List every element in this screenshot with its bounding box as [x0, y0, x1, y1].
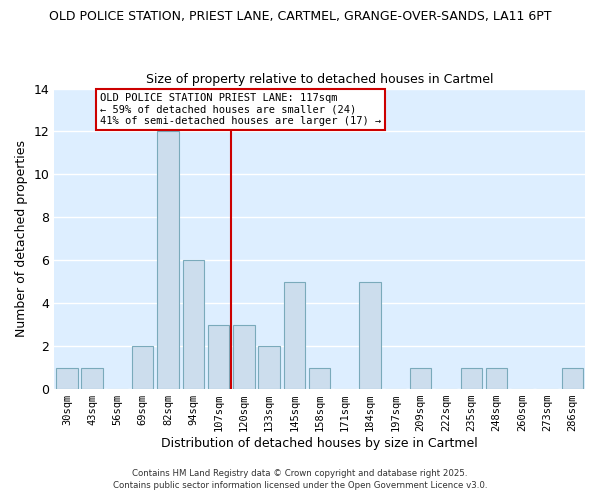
Bar	[132, 346, 154, 389]
Bar	[410, 368, 431, 389]
Y-axis label: Number of detached properties: Number of detached properties	[15, 140, 28, 338]
Text: Contains HM Land Registry data © Crown copyright and database right 2025.
Contai: Contains HM Land Registry data © Crown c…	[113, 468, 487, 490]
Bar	[486, 368, 507, 389]
Bar	[259, 346, 280, 389]
Bar	[208, 324, 229, 389]
Title: Size of property relative to detached houses in Cartmel: Size of property relative to detached ho…	[146, 73, 493, 86]
Bar	[284, 282, 305, 389]
Text: OLD POLICE STATION, PRIEST LANE, CARTMEL, GRANGE-OVER-SANDS, LA11 6PT: OLD POLICE STATION, PRIEST LANE, CARTMEL…	[49, 10, 551, 23]
Bar	[182, 260, 204, 389]
Bar	[82, 368, 103, 389]
Bar	[359, 282, 381, 389]
Bar	[56, 368, 77, 389]
X-axis label: Distribution of detached houses by size in Cartmel: Distribution of detached houses by size …	[161, 437, 478, 450]
Text: OLD POLICE STATION PRIEST LANE: 117sqm
← 59% of detached houses are smaller (24): OLD POLICE STATION PRIEST LANE: 117sqm ←…	[100, 93, 381, 126]
Bar	[157, 132, 179, 389]
Bar	[461, 368, 482, 389]
Bar	[309, 368, 331, 389]
Bar	[562, 368, 583, 389]
Bar	[233, 324, 254, 389]
